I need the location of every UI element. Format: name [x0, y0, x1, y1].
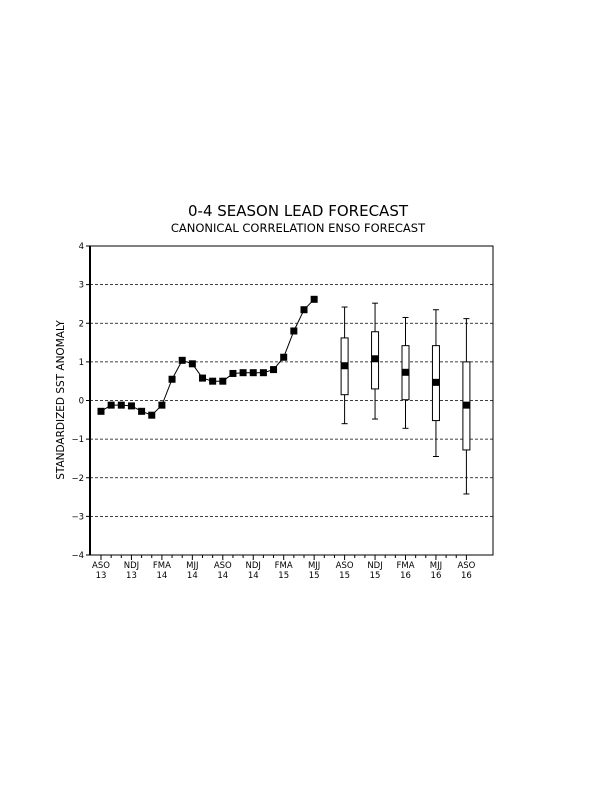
- observed-point: [188, 360, 196, 368]
- x-tick-season: NDJ: [246, 561, 261, 571]
- x-tick-labels: ASO13NDJ13FMA14MJJ14ASO14NDJ14FMA15MJJ15…: [92, 561, 476, 581]
- x-tick-season: FMA: [396, 561, 414, 571]
- x-tick-year: 14: [217, 571, 228, 581]
- observed-point: [239, 369, 247, 377]
- forecast-box-4: [431, 309, 440, 458]
- y-axis-label: STANDARDIZED SST ANOMALY: [55, 320, 67, 480]
- x-tick-year: 16: [461, 571, 472, 581]
- y-tick-label: −2: [71, 474, 84, 484]
- y-tick-label: −4: [71, 551, 84, 561]
- x-tick-year: 15: [278, 571, 289, 581]
- x-tick-season: ASO: [457, 561, 475, 571]
- observed-point: [280, 353, 288, 361]
- forecast-mean-point: [462, 401, 470, 409]
- y-tick-label: 1: [79, 358, 84, 368]
- observed-point: [148, 411, 156, 419]
- observed-point: [259, 369, 267, 377]
- y-tick-label: −3: [71, 512, 84, 522]
- forecast-mean-point: [402, 368, 409, 376]
- x-tick-year: 15: [339, 571, 350, 581]
- forecast-box-1: [340, 306, 349, 425]
- x-tick-season: ASO: [92, 561, 110, 571]
- forecast-series: [340, 302, 471, 495]
- observed-point: [107, 401, 115, 409]
- observed-point: [138, 407, 146, 415]
- observed-point: [199, 374, 206, 382]
- forecast-box-2: [371, 302, 380, 420]
- y-tick-labels: −4 −3 −2 −1 0 1 2 3 4: [71, 242, 84, 561]
- x-tick-season: NDJ: [367, 561, 382, 571]
- x-tick-year: 16: [431, 571, 442, 581]
- observed-point: [300, 306, 308, 314]
- observed-series: [97, 295, 318, 419]
- y-tick-label: 2: [79, 319, 84, 329]
- x-tick-year: 15: [309, 571, 320, 581]
- observed-point: [270, 366, 278, 374]
- forecast-mean-point: [371, 355, 379, 363]
- observed-point: [229, 369, 237, 377]
- x-tick-season: MJJ: [430, 561, 442, 571]
- x-tick-season: NDJ: [124, 561, 139, 571]
- forecast-box-3: [401, 316, 410, 429]
- x-tick-year: 15: [370, 571, 381, 581]
- x-tick-season: MJJ: [308, 561, 320, 571]
- forecast-box-5: [462, 318, 471, 495]
- observed-point: [97, 407, 105, 415]
- x-tick-year: 13: [96, 571, 107, 581]
- forecast-mean-point: [341, 362, 349, 370]
- observed-point: [127, 402, 135, 410]
- y-tick-label: 3: [79, 281, 84, 291]
- y-tick-label: 4: [79, 242, 84, 252]
- x-tick-season: ASO: [214, 561, 232, 571]
- observed-point: [219, 377, 227, 385]
- chart-title: 0-4 SEASON LEAD FORECAST: [188, 202, 409, 220]
- x-tick-season: ASO: [336, 561, 354, 571]
- x-tick-year: 16: [400, 571, 411, 581]
- observed-point: [168, 375, 176, 383]
- y-tick-label: −1: [71, 435, 84, 445]
- y-tick-label: 0: [79, 397, 84, 407]
- observed-point: [178, 356, 186, 364]
- forecast-mean-point: [432, 378, 440, 386]
- x-tick-year: 14: [187, 571, 198, 581]
- observed-point: [209, 377, 217, 385]
- chart-subtitle: CANONICAL CORRELATION ENSO FORECAST: [171, 221, 426, 235]
- observed-point: [117, 401, 125, 409]
- observed-point: [290, 327, 298, 335]
- grid-lines: [90, 284, 493, 517]
- x-tick-year: 14: [156, 571, 167, 581]
- x-tick-year: 14: [248, 571, 259, 581]
- observed-point: [310, 295, 318, 303]
- x-tick-season: FMA: [275, 561, 293, 571]
- x-tick-season: FMA: [153, 561, 171, 571]
- observed-point: [249, 369, 257, 377]
- plot-axes: [86, 245, 494, 560]
- observed-point: [158, 401, 166, 409]
- observed-line: [100, 298, 315, 416]
- x-tick-season: MJJ: [186, 561, 198, 571]
- x-tick-year: 13: [126, 571, 137, 581]
